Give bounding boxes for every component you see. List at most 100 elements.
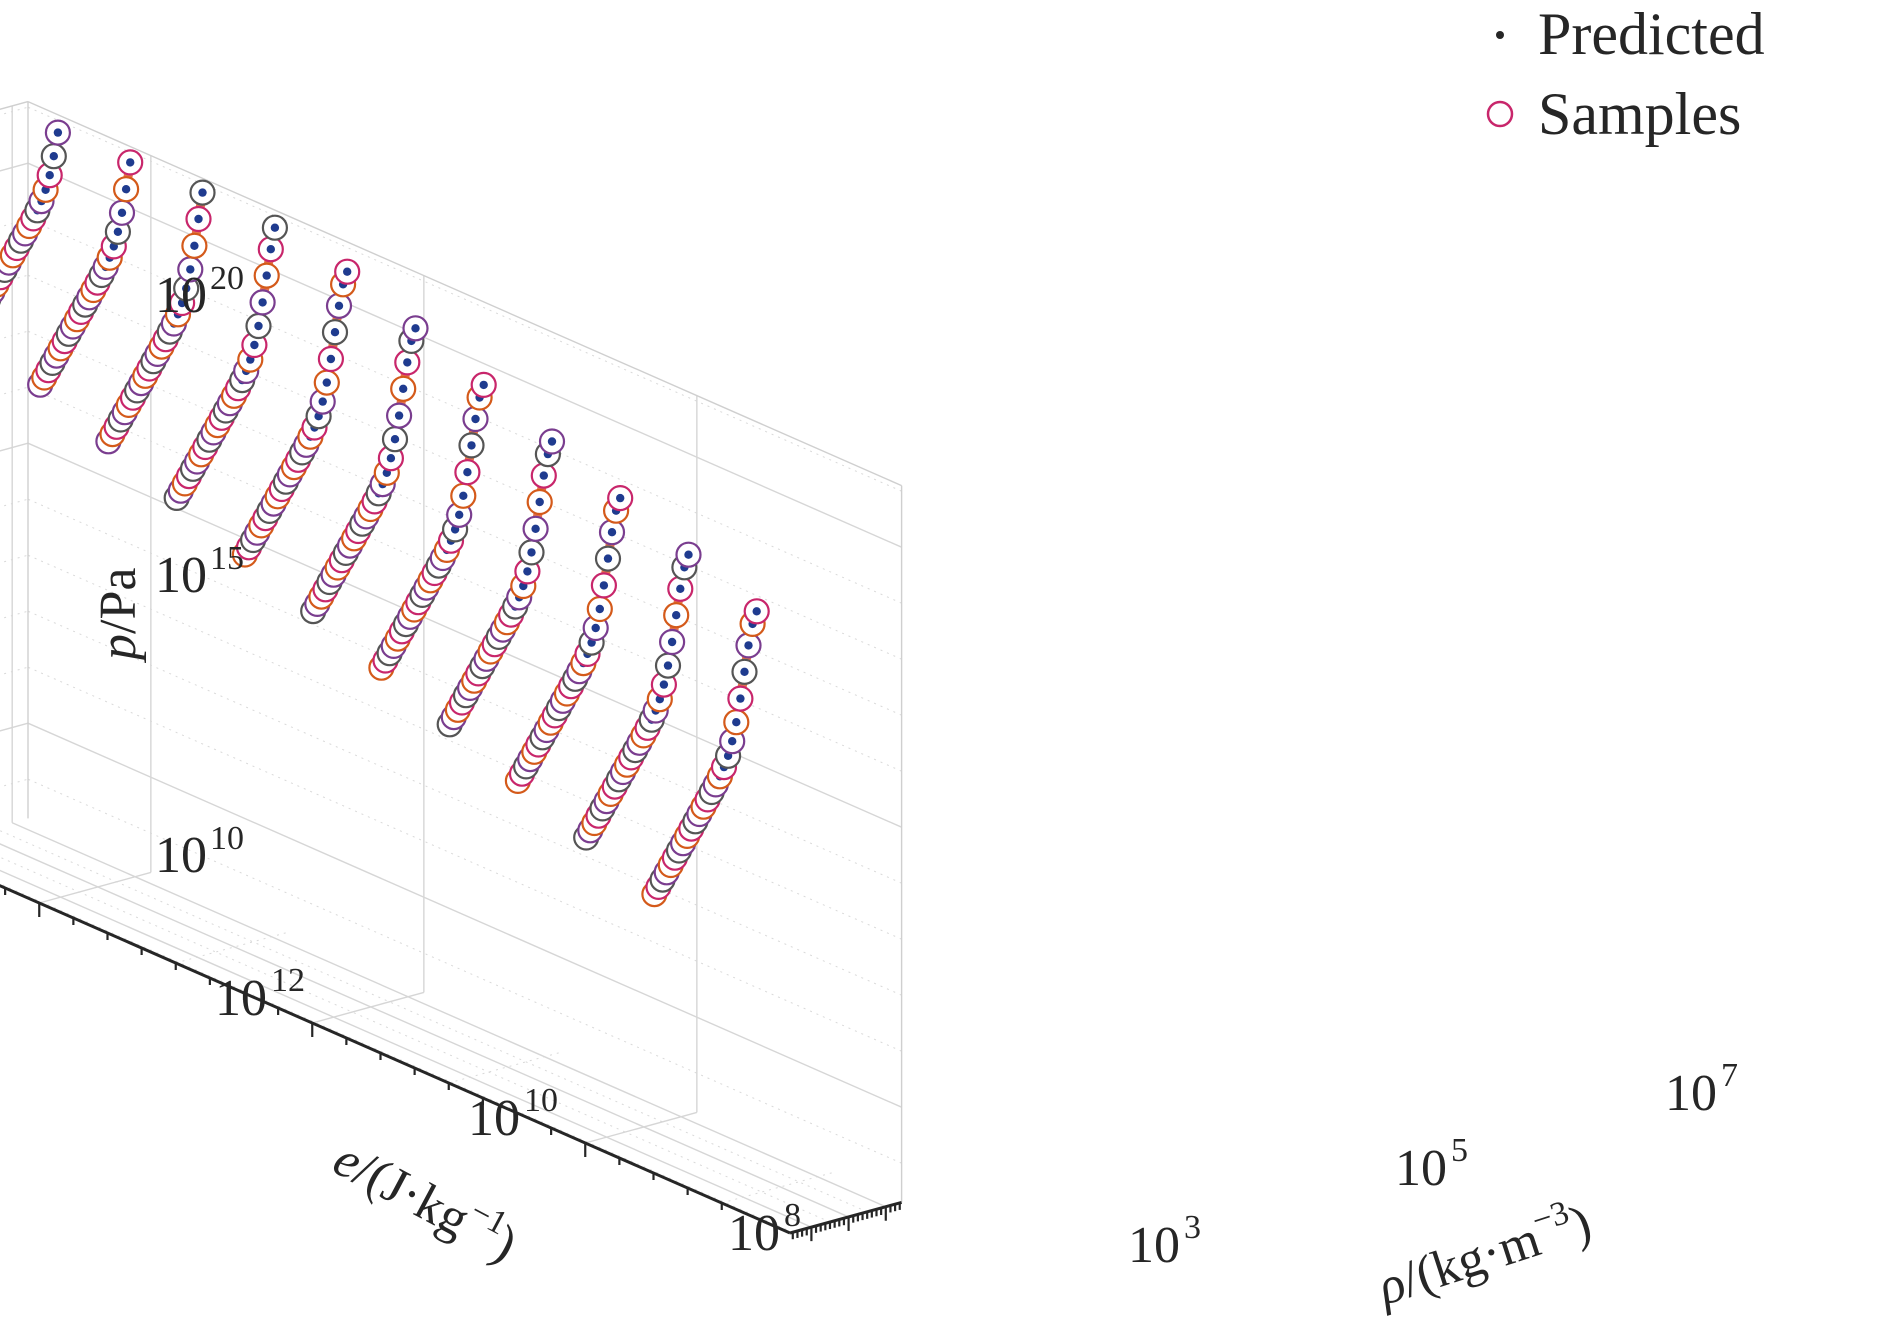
y-tick-label-1: 10 8 [728,1197,801,1262]
svg-text:10: 10 [1395,1140,1447,1197]
grid-line-major [0,162,29,172]
x-tick-label-3: 10 7 [1665,1057,1738,1122]
predicted-point [318,397,327,406]
predicted-point [603,554,613,563]
legend-predicted-label: Predicted [1538,1,1765,67]
predicted-point [684,550,693,559]
predicted-point [326,354,336,364]
predicted-point [258,298,267,307]
predicted-point [126,158,135,167]
svg-text:10: 10 [210,820,244,857]
z-tick-label-2: 10 15 [155,540,244,604]
grid-line-major [39,871,152,904]
legend-entry-samples: Samples [1486,81,1741,147]
predicted-point [672,611,681,620]
svg-text:10: 10 [1128,1217,1180,1274]
predicted-point [659,680,669,689]
svg-text:20: 20 [210,260,244,297]
predicted-point [322,378,331,387]
grid-line-major [312,991,425,1024]
grid-line-major [0,843,849,1218]
svg-text:8: 8 [784,1197,801,1234]
svg-text:10: 10 [215,970,267,1027]
predicted-point [121,185,131,194]
predicted-point [190,241,199,250]
grid-line-major [585,1111,698,1144]
grid-line-minor [0,554,29,564]
predicted-point [616,493,625,503]
grid-line-minor [0,386,29,396]
grid-line-minor [0,883,793,1233]
predicted-point [266,245,275,254]
predicted-point [49,152,58,161]
z-tick-label-3: 10 20 [155,260,244,324]
grid-line-minor [0,610,29,620]
predicted-point [535,497,544,507]
predicted-point [411,324,420,333]
predicted-point [752,607,761,616]
predicted-point [270,223,280,232]
predicted-point [676,584,685,593]
y-axis-label: e/(J·kg−1) [324,1125,528,1274]
y-tick-label-3: 10 12 [215,962,305,1027]
grid-line-minor [721,1171,834,1204]
svg-text:5: 5 [1451,1132,1468,1169]
svg-text:10: 10 [468,1090,520,1147]
predicted-point [595,604,604,614]
predicted-point [736,694,745,703]
grid-line-minor [27,386,902,772]
predicted-point [547,437,557,446]
predicted-point [390,435,400,444]
grid-line-major [11,822,887,1208]
predicted-point [471,414,480,424]
grid-line-major [0,442,29,452]
predicted-point [194,214,203,224]
x-axis-line [789,1200,902,1235]
predicted-point [663,661,673,670]
grid-line-minor [27,106,902,492]
grid-line-minor [0,330,29,340]
predicted-point [394,411,404,420]
predicted-point [459,491,468,500]
legend: Predicted Samples [1486,1,1765,147]
predicted-point [186,265,195,274]
legend-entry-predicted: Predicted [1496,1,1765,67]
svg-text:10: 10 [728,1205,780,1262]
grid-line-minor [27,554,902,940]
grid-line-minor [27,666,902,1052]
predicted-point [262,271,271,280]
predicted-point [523,567,532,576]
grid-line-minor [448,1051,561,1084]
grid-line-minor [0,856,831,1223]
x-tick-label-2: 10 5 [1395,1132,1468,1197]
y-axis-line [0,884,791,1235]
legend-samples-label: Samples [1538,81,1741,147]
grid-line-major [27,162,902,548]
predicted-point [386,454,396,463]
predicted-point [334,301,344,310]
predicted-point [45,171,54,180]
legend-samples-marker [1486,100,1514,128]
predicted-point [732,718,741,727]
predicted-point [667,637,677,647]
predicted-point [455,510,464,519]
predicted-point [479,380,488,390]
predicted-point [182,284,191,293]
grid-line-minor [0,106,29,116]
predicted-point [740,667,749,676]
grid-line-minor [0,666,29,676]
svg-text:10: 10 [1665,1065,1717,1122]
svg-text:10: 10 [524,1082,558,1119]
predicted-point [53,128,63,137]
grid-layer [0,100,903,1233]
svg-text:15: 15 [210,540,244,577]
x-tick-label-1: 10 3 [1128,1209,1201,1274]
grid-line-major [27,722,902,1108]
grid-line-minor [0,778,29,788]
grid-line-major [0,869,812,1228]
predicted-point [599,581,609,590]
legend-predicted-marker [1496,31,1504,39]
predicted-point [250,340,259,350]
svg-text:7: 7 [1721,1057,1738,1094]
